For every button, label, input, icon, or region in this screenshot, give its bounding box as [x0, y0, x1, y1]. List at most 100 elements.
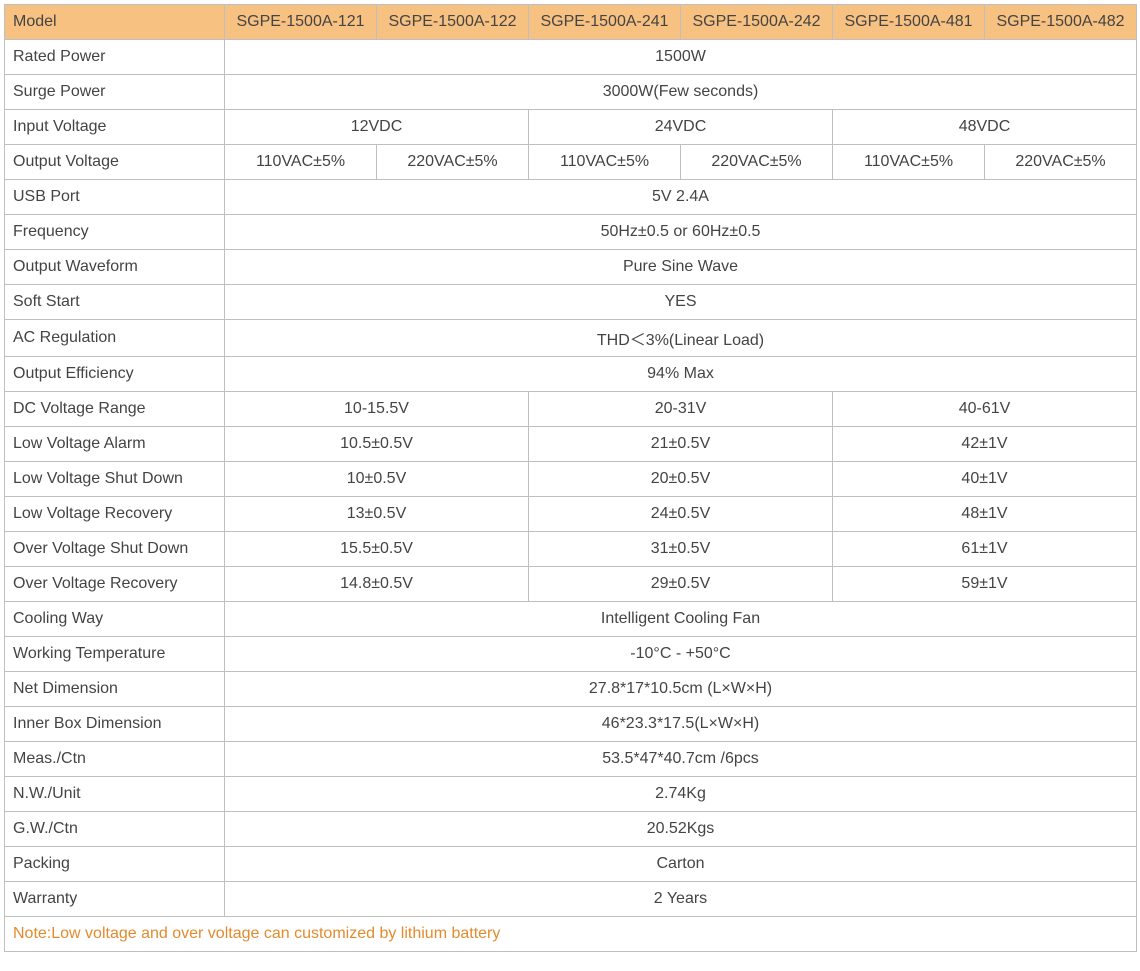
row-value: 10±0.5V [225, 462, 529, 497]
row-value: 50Hz±0.5 or 60Hz±0.5 [225, 215, 1137, 250]
model-col-6: SGPE-1500A-482 [985, 5, 1137, 40]
row-label: G.W./Ctn [5, 812, 225, 847]
row-label: Inner Box Dimension [5, 707, 225, 742]
row-label: Low Voltage Recovery [5, 497, 225, 532]
note-text: Note:Low voltage and over voltage can cu… [5, 917, 1137, 952]
row-label: USB Port [5, 180, 225, 215]
row-value: 48±1V [833, 497, 1137, 532]
table-row: Rated Power 1500W [5, 40, 1137, 75]
table-row: Output Waveform Pure Sine Wave [5, 250, 1137, 285]
row-label: Output Voltage [5, 145, 225, 180]
row-value: 31±0.5V [529, 532, 833, 567]
table-row: Over Voltage Recovery 14.8±0.5V 29±0.5V … [5, 567, 1137, 602]
row-value: 220VAC±5% [377, 145, 529, 180]
row-label: Output Efficiency [5, 357, 225, 392]
row-value: 10.5±0.5V [225, 427, 529, 462]
table-row: USB Port 5V 2.4A [5, 180, 1137, 215]
table-row: DC Voltage Range 10-15.5V 20-31V 40-61V [5, 392, 1137, 427]
row-value: 40±1V [833, 462, 1137, 497]
row-label: Meas./Ctn [5, 742, 225, 777]
row-value: 24VDC [529, 110, 833, 145]
row-value: 3000W(Few seconds) [225, 75, 1137, 110]
row-label: Over Voltage Recovery [5, 567, 225, 602]
table-row: Over Voltage Shut Down 15.5±0.5V 31±0.5V… [5, 532, 1137, 567]
row-label: Working Temperature [5, 637, 225, 672]
row-value: -10°C - +50°C [225, 637, 1137, 672]
table-row: Surge Power 3000W(Few seconds) [5, 75, 1137, 110]
row-value: 27.8*17*10.5cm (L×W×H) [225, 672, 1137, 707]
row-value: 2.74Kg [225, 777, 1137, 812]
row-value: 220VAC±5% [985, 145, 1137, 180]
row-value: 5V 2.4A [225, 180, 1137, 215]
row-value: 13±0.5V [225, 497, 529, 532]
header-row: Model SGPE-1500A-121 SGPE-1500A-122 SGPE… [5, 5, 1137, 40]
row-value: 24±0.5V [529, 497, 833, 532]
table-row: AC Regulation THD＜3%(Linear Load) [5, 320, 1137, 357]
row-value: THD＜3%(Linear Load) [225, 320, 1137, 357]
model-col-5: SGPE-1500A-481 [833, 5, 985, 40]
row-value: 14.8±0.5V [225, 567, 529, 602]
row-value: 21±0.5V [529, 427, 833, 462]
row-label: Rated Power [5, 40, 225, 75]
table-row: Frequency 50Hz±0.5 or 60Hz±0.5 [5, 215, 1137, 250]
row-value: 110VAC±5% [529, 145, 681, 180]
table-row: Net Dimension 27.8*17*10.5cm (L×W×H) [5, 672, 1137, 707]
header-label: Model [5, 5, 225, 40]
model-col-4: SGPE-1500A-242 [681, 5, 833, 40]
row-value: 29±0.5V [529, 567, 833, 602]
row-label: Frequency [5, 215, 225, 250]
row-value: 110VAC±5% [225, 145, 377, 180]
row-value: 40-61V [833, 392, 1137, 427]
table-row: Low Voltage Recovery 13±0.5V 24±0.5V 48±… [5, 497, 1137, 532]
row-label: AC Regulation [5, 320, 225, 357]
row-label: Cooling Way [5, 602, 225, 637]
row-value: 15.5±0.5V [225, 532, 529, 567]
row-value: Intelligent Cooling Fan [225, 602, 1137, 637]
row-value: 2 Years [225, 882, 1137, 917]
row-value: Pure Sine Wave [225, 250, 1137, 285]
row-value: 220VAC±5% [681, 145, 833, 180]
model-col-2: SGPE-1500A-122 [377, 5, 529, 40]
table-row: Cooling Way Intelligent Cooling Fan [5, 602, 1137, 637]
row-label: N.W./Unit [5, 777, 225, 812]
row-value: 53.5*47*40.7cm /6pcs [225, 742, 1137, 777]
table-row: Output Voltage 110VAC±5% 220VAC±5% 110VA… [5, 145, 1137, 180]
table-row: N.W./Unit 2.74Kg [5, 777, 1137, 812]
spec-table: Model SGPE-1500A-121 SGPE-1500A-122 SGPE… [4, 4, 1137, 952]
row-label: Soft Start [5, 285, 225, 320]
row-value: 20-31V [529, 392, 833, 427]
row-value: 42±1V [833, 427, 1137, 462]
row-value: 1500W [225, 40, 1137, 75]
row-value: 48VDC [833, 110, 1137, 145]
row-value: YES [225, 285, 1137, 320]
model-col-3: SGPE-1500A-241 [529, 5, 681, 40]
row-value: 46*23.3*17.5(L×W×H) [225, 707, 1137, 742]
row-value: 59±1V [833, 567, 1137, 602]
row-value: Carton [225, 847, 1137, 882]
table-row: Output Efficiency 94% Max [5, 357, 1137, 392]
row-label: Input Voltage [5, 110, 225, 145]
table-row: Warranty 2 Years [5, 882, 1137, 917]
table-row: Working Temperature -10°C - +50°C [5, 637, 1137, 672]
row-value: 12VDC [225, 110, 529, 145]
table-row: Meas./Ctn 53.5*47*40.7cm /6pcs [5, 742, 1137, 777]
row-value: 10-15.5V [225, 392, 529, 427]
row-label: Over Voltage Shut Down [5, 532, 225, 567]
row-label: Warranty [5, 882, 225, 917]
table-row: Low Voltage Shut Down 10±0.5V 20±0.5V 40… [5, 462, 1137, 497]
row-value: 110VAC±5% [833, 145, 985, 180]
row-label: Low Voltage Alarm [5, 427, 225, 462]
row-value: 20.52Kgs [225, 812, 1137, 847]
row-label: Packing [5, 847, 225, 882]
note-row: Note:Low voltage and over voltage can cu… [5, 917, 1137, 952]
table-row: Inner Box Dimension 46*23.3*17.5(L×W×H) [5, 707, 1137, 742]
table-row: Soft Start YES [5, 285, 1137, 320]
table-row: Packing Carton [5, 847, 1137, 882]
row-label: Low Voltage Shut Down [5, 462, 225, 497]
table-row: G.W./Ctn 20.52Kgs [5, 812, 1137, 847]
row-label: Net Dimension [5, 672, 225, 707]
model-col-1: SGPE-1500A-121 [225, 5, 377, 40]
table-row: Low Voltage Alarm 10.5±0.5V 21±0.5V 42±1… [5, 427, 1137, 462]
row-value: 61±1V [833, 532, 1137, 567]
row-label: Output Waveform [5, 250, 225, 285]
